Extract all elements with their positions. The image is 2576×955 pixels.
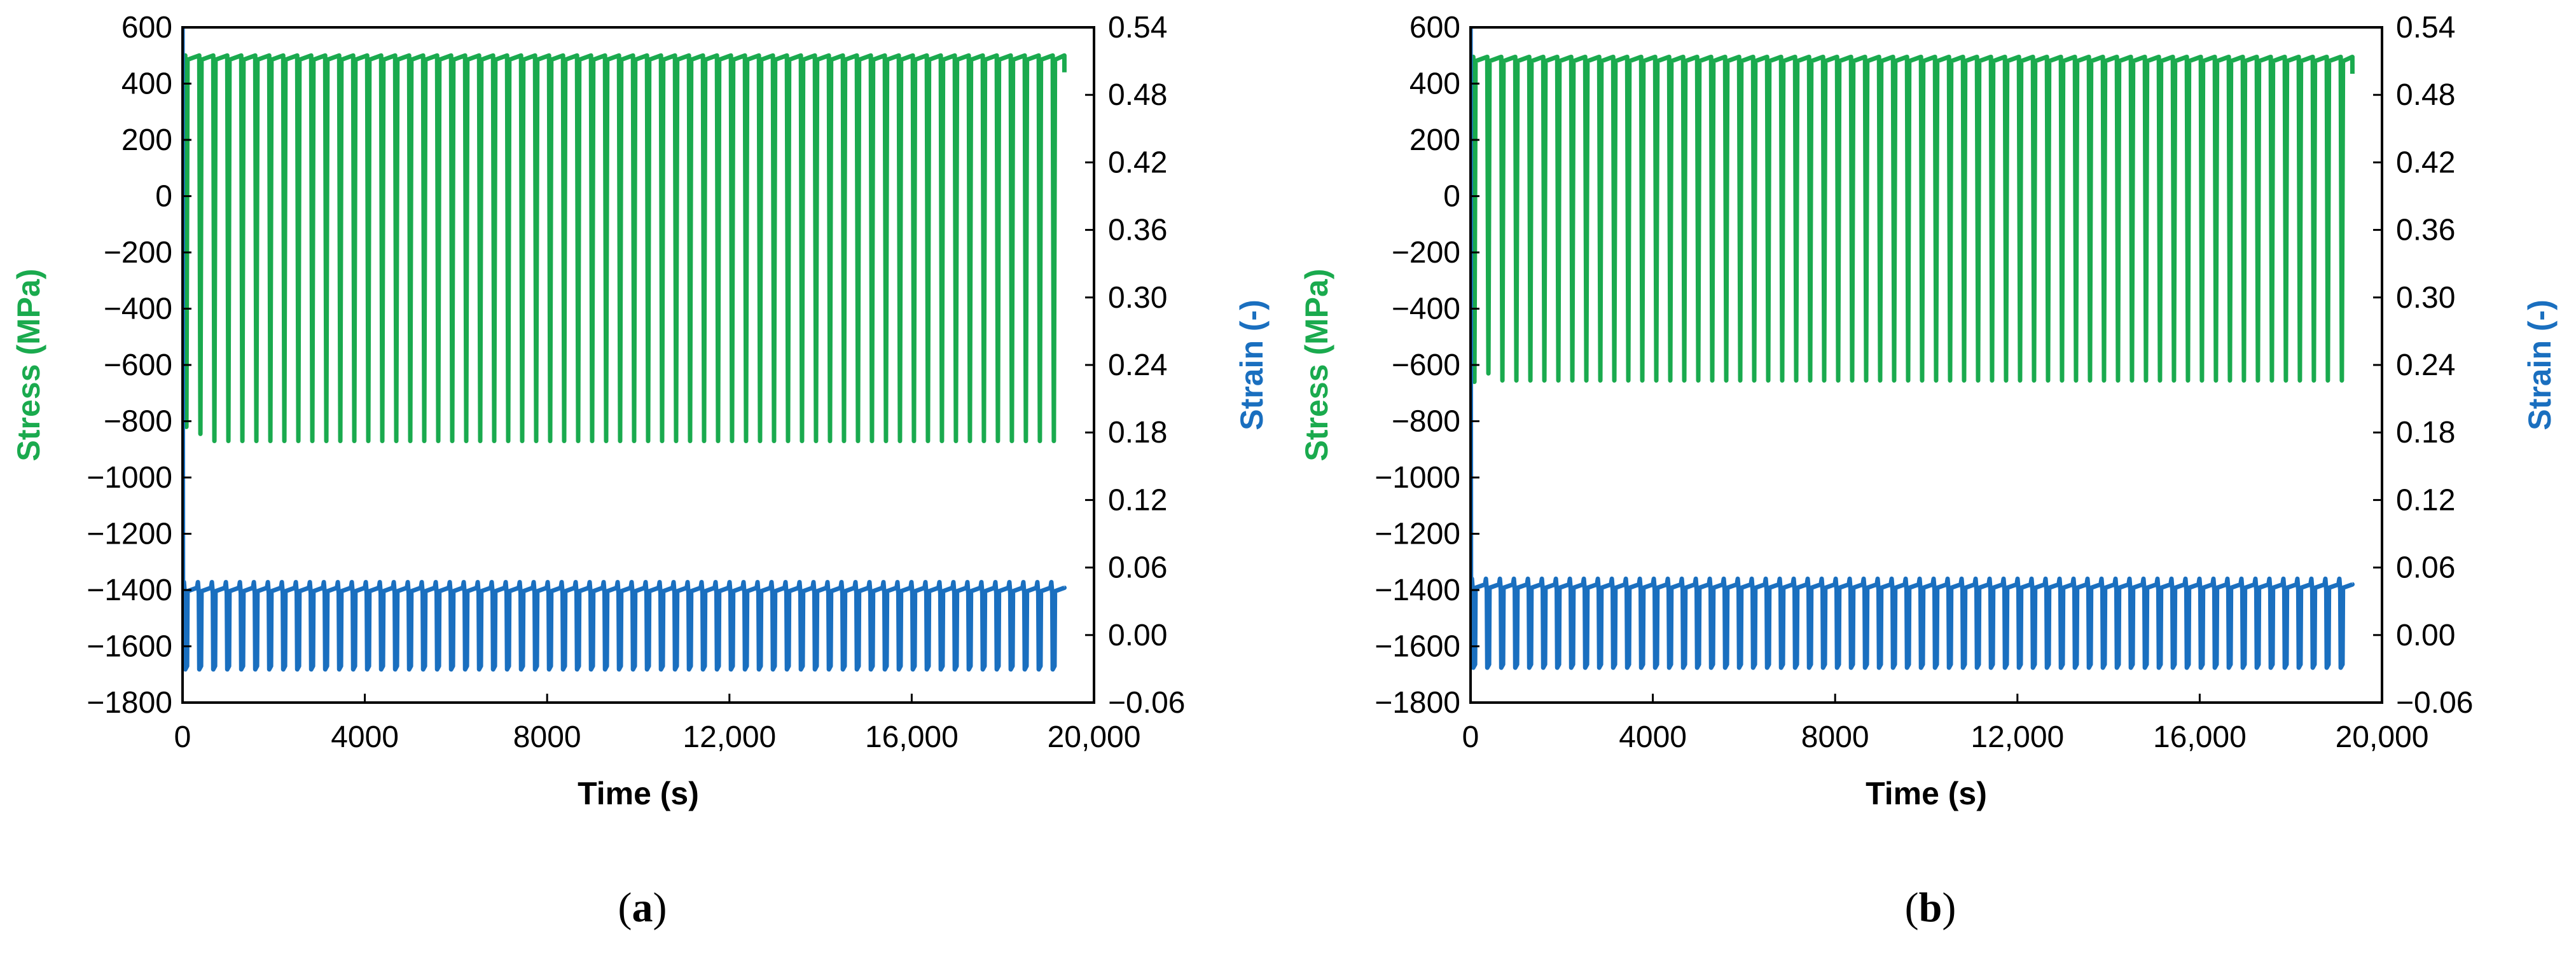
- caption-b: (b): [1904, 884, 1956, 931]
- y-right-tick-label: 0.30: [2396, 281, 2455, 315]
- y-right-tick-label: −0.06: [2396, 686, 2473, 720]
- y-right-tick-label: 0.06: [2396, 551, 2455, 585]
- y-left-tick-label: −1000: [1375, 461, 1460, 495]
- y-left-tick-label: −1200: [1375, 518, 1460, 551]
- x-tick-label: 0: [174, 720, 191, 754]
- x-axis-title: Time (s): [1866, 776, 1987, 811]
- y-right-tick-label: 0.36: [1108, 214, 1167, 247]
- y-right-tick-label: 0.00: [2396, 619, 2455, 652]
- y-left-tick-label: −1400: [87, 574, 172, 607]
- y-left-tick-label: −1800: [87, 686, 172, 720]
- y-left-tick-label: −1200: [87, 518, 172, 551]
- x-tick-label: 16,000: [2153, 720, 2247, 754]
- y-left-tick-label: −200: [104, 236, 172, 270]
- y-right-tick-label: 0.42: [1108, 146, 1167, 179]
- x-tick-label: 8000: [1801, 720, 1869, 754]
- y-left-tick-label: −1400: [1375, 574, 1460, 607]
- x-tick-label: 4000: [1619, 720, 1687, 754]
- y-right-tick-label: 0.06: [1108, 551, 1167, 585]
- y-left-tick-label: −400: [1392, 292, 1460, 326]
- y-right-axis-title: Strain (-): [2522, 299, 2558, 430]
- x-tick-label: 20,000: [2336, 720, 2429, 754]
- stress-series-line: [183, 27, 1067, 443]
- y-left-tick-label: 600: [1409, 11, 1460, 45]
- y-left-tick-label: 600: [121, 11, 172, 45]
- y-right-tick-label: 0.30: [1108, 281, 1167, 315]
- y-left-tick-label: −400: [104, 292, 172, 326]
- y-left-tick-label: 200: [1409, 123, 1460, 157]
- y-left-tick-label: −600: [104, 348, 172, 382]
- y-right-tick-label: 0.12: [1108, 483, 1167, 517]
- x-axis-title: Time (s): [578, 776, 699, 811]
- y-right-tick-label: 0.24: [2396, 348, 2455, 382]
- y-left-tick-label: −1600: [1375, 630, 1460, 664]
- chart-panel-a: 600 400 200 0 −200 −400 −600 −800 −1000 −1200 −140…: [0, 0, 1288, 952]
- y-right-tick-label: 0.12: [2396, 483, 2455, 517]
- stress-series-line: [1471, 27, 2355, 385]
- y-right-tick-label: 0.24: [1108, 348, 1167, 382]
- y-left-tick-label: −200: [1392, 236, 1460, 270]
- y-left-axis-title: Stress (MPa): [1299, 269, 1334, 462]
- y-left-tick-label: 200: [121, 123, 172, 157]
- y-right-tick-label: 0.18: [1108, 416, 1167, 450]
- y-left-tick-label: 0: [1443, 180, 1460, 214]
- strain-series-line: [1471, 27, 2355, 670]
- y-left-tick-label: −1600: [87, 630, 172, 664]
- y-right-tick-label: 0.54: [2396, 11, 2455, 45]
- x-tick-label: 20,000: [1048, 720, 1141, 754]
- y-right-tick-label: 0.00: [1108, 619, 1167, 652]
- x-tick-label: 16,000: [865, 720, 959, 754]
- strain-series-line: [183, 27, 1067, 672]
- chart-panel-b: 600 400 200 0 −200 −400 −600 −800 −1000 −1200 −140…: [1288, 0, 2576, 952]
- x-tick-label: 8000: [513, 720, 581, 754]
- chart-b: 600 400 200 0 −200 −400 −600 −800 −1000 −1200 −140…: [1299, 11, 2558, 811]
- y-left-tick-label: −1000: [87, 461, 172, 495]
- y-right-tick-label: 0.48: [1108, 78, 1167, 112]
- y-left-tick-label: −1800: [1375, 686, 1460, 720]
- y-right-tick-label: 0.48: [2396, 78, 2455, 112]
- y-right-tick-label: 0.18: [2396, 416, 2455, 450]
- y-left-tick-label: 0: [155, 180, 172, 214]
- x-tick-label: 4000: [331, 720, 399, 754]
- x-tick-label: 12,000: [1970, 720, 2064, 754]
- y-left-tick-label: 400: [121, 67, 172, 101]
- y-right-tick-label: 0.36: [2396, 214, 2455, 247]
- y-left-tick-label: −800: [104, 405, 172, 439]
- y-right-tick-label: 0.54: [1108, 11, 1167, 45]
- y-right-axis-title: Strain (-): [1234, 299, 1270, 430]
- y-left-axis-title: Stress (MPa): [11, 269, 46, 462]
- y-right-tick-label: −0.06: [1108, 686, 1185, 720]
- chart-a: 600 400 200 0 −200 −400 −600 −800 −1000 −1200 −140…: [11, 11, 1270, 811]
- y-right-tick-label: 0.42: [2396, 146, 2455, 179]
- y-left-tick-label: −800: [1392, 405, 1460, 439]
- x-tick-label: 0: [1462, 720, 1479, 754]
- x-tick-label: 12,000: [682, 720, 776, 754]
- y-left-tick-label: −600: [1392, 348, 1460, 382]
- y-left-tick-label: 400: [1409, 67, 1460, 101]
- caption-a: (a): [618, 884, 667, 931]
